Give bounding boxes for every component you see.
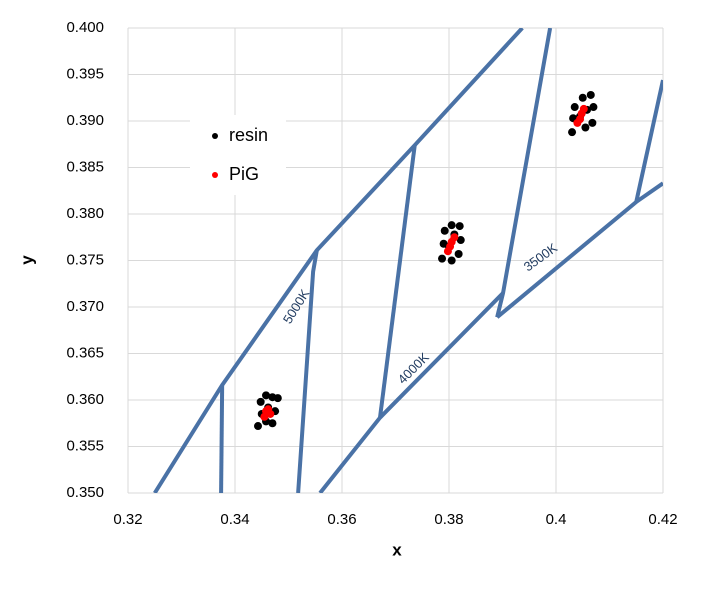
legend-label: PiG bbox=[229, 164, 259, 184]
y-tick-label: 0.380 bbox=[66, 205, 104, 222]
y-tick-label: 0.390 bbox=[66, 112, 104, 129]
bin-boundary bbox=[219, 385, 225, 493]
data-point bbox=[438, 254, 447, 263]
data-point bbox=[447, 256, 456, 265]
data-point bbox=[446, 242, 455, 251]
data-point bbox=[454, 249, 463, 258]
data-point bbox=[578, 93, 587, 102]
data-point bbox=[254, 422, 263, 431]
data-point bbox=[579, 104, 588, 113]
data-point bbox=[456, 236, 465, 245]
data-point bbox=[588, 118, 597, 127]
y-tick-label: 0.385 bbox=[66, 158, 104, 175]
x-tick-label: 0.38 bbox=[434, 511, 463, 528]
data-point bbox=[570, 103, 579, 112]
legend-marker bbox=[212, 133, 218, 139]
legend-label: resin bbox=[229, 125, 268, 145]
data-point bbox=[586, 90, 595, 99]
y-tick-label: 0.350 bbox=[66, 484, 104, 501]
data-point bbox=[273, 394, 282, 403]
data-point bbox=[262, 391, 271, 400]
data-point bbox=[576, 115, 585, 124]
y-tick-label: 0.375 bbox=[66, 251, 104, 268]
data-point bbox=[256, 397, 265, 406]
cct-label: 5000K bbox=[280, 286, 313, 326]
x-tick-label: 0.36 bbox=[327, 511, 356, 528]
data-point bbox=[450, 233, 459, 242]
plot-area bbox=[153, 28, 663, 493]
y-tick-label: 0.355 bbox=[66, 437, 104, 454]
data-point bbox=[568, 128, 577, 137]
data-point bbox=[455, 222, 464, 231]
bin-boundary bbox=[378, 144, 417, 418]
data-point bbox=[581, 123, 590, 132]
data-point bbox=[440, 226, 449, 235]
data-point bbox=[262, 407, 271, 416]
y-axis-label: y bbox=[17, 255, 36, 265]
data-point bbox=[589, 103, 598, 112]
x-tick-label: 0.4 bbox=[546, 511, 567, 528]
y-tick-label: 0.395 bbox=[66, 65, 104, 82]
x-tick-label: 0.32 bbox=[113, 511, 142, 528]
data-point bbox=[447, 221, 456, 230]
legend-box bbox=[190, 115, 286, 195]
legend-marker bbox=[212, 172, 218, 178]
bin-boundary bbox=[495, 28, 553, 318]
y-tick-label: 0.365 bbox=[66, 344, 104, 361]
x-axis-label: x bbox=[392, 540, 402, 559]
x-tick-label: 0.34 bbox=[220, 511, 249, 528]
x-tick-label: 0.42 bbox=[648, 511, 677, 528]
bin-boundary bbox=[634, 79, 663, 203]
y-tick-label: 0.400 bbox=[66, 19, 104, 36]
bin-boundary bbox=[495, 181, 663, 319]
y-tick-label: 0.360 bbox=[66, 391, 104, 408]
bin-boundary bbox=[296, 249, 319, 493]
data-point bbox=[268, 419, 277, 428]
bin-boundary bbox=[318, 291, 505, 493]
y-tick-label: 0.370 bbox=[66, 298, 104, 315]
